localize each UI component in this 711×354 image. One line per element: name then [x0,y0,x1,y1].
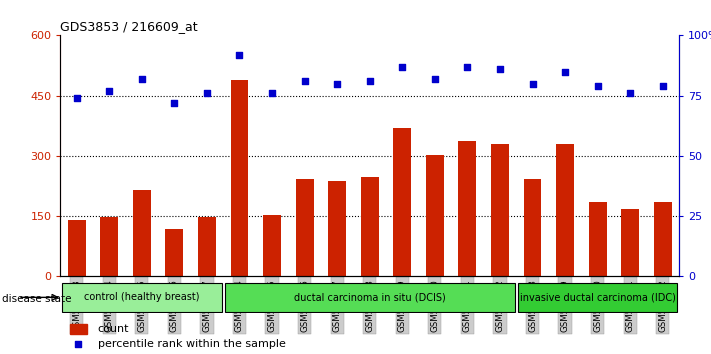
Point [560,69,571,74]
Point [136,76,147,81]
Bar [225,283,515,312]
Text: percentile rank within the sample: percentile rank within the sample [97,339,285,349]
Bar [459,141,476,276]
Point [527,81,538,86]
Point [429,76,441,81]
Point [299,78,310,84]
Bar [518,283,678,312]
Bar [296,179,314,276]
Bar [621,209,639,276]
Text: control (healthy breast): control (healthy breast) [84,292,200,302]
Bar [70,324,87,333]
Point [71,95,82,101]
Bar [133,190,151,276]
Bar [100,217,118,276]
Point [624,90,636,96]
Point [234,52,245,57]
Bar [654,202,672,276]
Bar [62,283,222,312]
Bar [198,217,216,276]
Text: GDS3853 / 216609_at: GDS3853 / 216609_at [60,20,198,33]
Bar [393,128,411,276]
Point [657,83,668,89]
Point [364,78,375,84]
Text: invasive ductal carcinoma (IDC): invasive ductal carcinoma (IDC) [520,292,675,302]
Point [169,100,180,105]
Bar [360,177,379,276]
Text: ductal carcinoma in situ (DCIS): ductal carcinoma in situ (DCIS) [294,292,446,302]
Point [201,90,213,96]
Point [73,341,84,347]
Bar [426,155,444,276]
Bar [556,144,574,276]
Bar [230,80,248,276]
Point [494,66,506,72]
Bar [523,179,542,276]
Point [104,88,115,93]
Text: disease state: disease state [2,294,72,304]
Point [461,64,473,69]
Point [397,64,408,69]
Bar [263,215,281,276]
Point [267,90,278,96]
Bar [166,229,183,276]
Text: count: count [97,324,129,334]
Bar [68,220,85,276]
Point [592,83,604,89]
Bar [589,202,606,276]
Point [331,81,343,86]
Bar [328,181,346,276]
Bar [491,144,509,276]
